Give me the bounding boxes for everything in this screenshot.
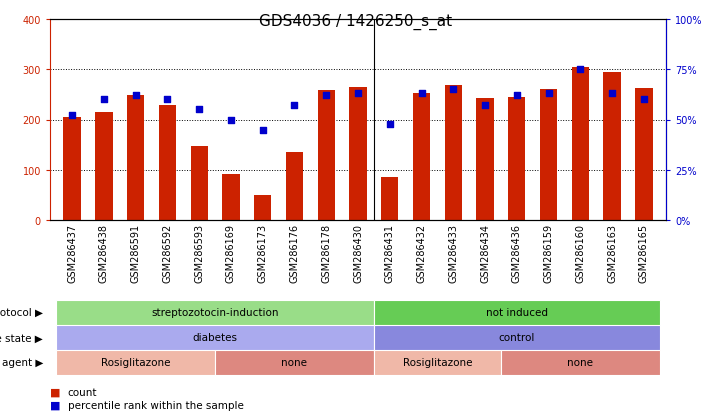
Point <box>542 91 554 97</box>
Text: disease state ▶: disease state ▶ <box>0 333 43 343</box>
Bar <box>63 118 81 221</box>
Bar <box>540 90 557 221</box>
Text: diabetes: diabetes <box>193 333 237 343</box>
Point <box>130 93 141 100</box>
Bar <box>349 88 367 221</box>
Text: Rosiglitazone: Rosiglitazone <box>101 358 171 368</box>
Bar <box>508 97 525 221</box>
Point <box>416 91 427 97</box>
Point <box>638 97 649 104</box>
Bar <box>374 300 660 325</box>
Text: GDS4036 / 1426250_s_at: GDS4036 / 1426250_s_at <box>259 14 452 30</box>
Bar <box>635 89 653 221</box>
Text: count: count <box>68 387 97 397</box>
Bar <box>127 96 144 221</box>
Bar <box>381 178 398 221</box>
Bar <box>286 153 303 221</box>
Point <box>511 93 523 100</box>
Bar <box>95 113 113 221</box>
Point <box>98 97 109 104</box>
Point <box>384 121 395 128</box>
Bar <box>374 325 660 350</box>
Text: none: none <box>567 358 593 368</box>
Point <box>225 117 237 123</box>
Text: none: none <box>282 358 307 368</box>
Bar <box>604 73 621 221</box>
Point <box>321 93 332 100</box>
Bar <box>56 325 374 350</box>
Bar <box>318 91 335 221</box>
Point <box>574 67 586 74</box>
Point <box>479 103 491 109</box>
Bar <box>56 300 374 325</box>
Text: ■: ■ <box>50 387 60 397</box>
Bar <box>476 99 493 221</box>
Point <box>257 127 269 133</box>
Bar <box>254 195 272 221</box>
Point <box>289 103 300 109</box>
Bar <box>374 350 501 375</box>
Text: agent ▶: agent ▶ <box>1 358 43 368</box>
Text: percentile rank within the sample: percentile rank within the sample <box>68 400 244 410</box>
Bar <box>191 146 208 221</box>
Bar <box>572 68 589 221</box>
Text: Rosiglitazone: Rosiglitazone <box>402 358 472 368</box>
Point <box>606 91 618 97</box>
Text: protocol ▶: protocol ▶ <box>0 308 43 318</box>
Text: ■: ■ <box>50 400 60 410</box>
Point <box>353 91 364 97</box>
Point <box>162 97 173 104</box>
Bar <box>501 350 660 375</box>
Point <box>67 113 78 119</box>
Bar <box>444 86 462 221</box>
Bar <box>223 174 240 221</box>
Bar <box>413 94 430 221</box>
Bar <box>56 350 215 375</box>
Text: streptozotocin-induction: streptozotocin-induction <box>151 308 279 318</box>
Bar <box>215 350 374 375</box>
Text: control: control <box>498 333 535 343</box>
Text: not induced: not induced <box>486 308 547 318</box>
Point <box>447 87 459 93</box>
Bar <box>159 106 176 221</box>
Point <box>193 107 205 114</box>
